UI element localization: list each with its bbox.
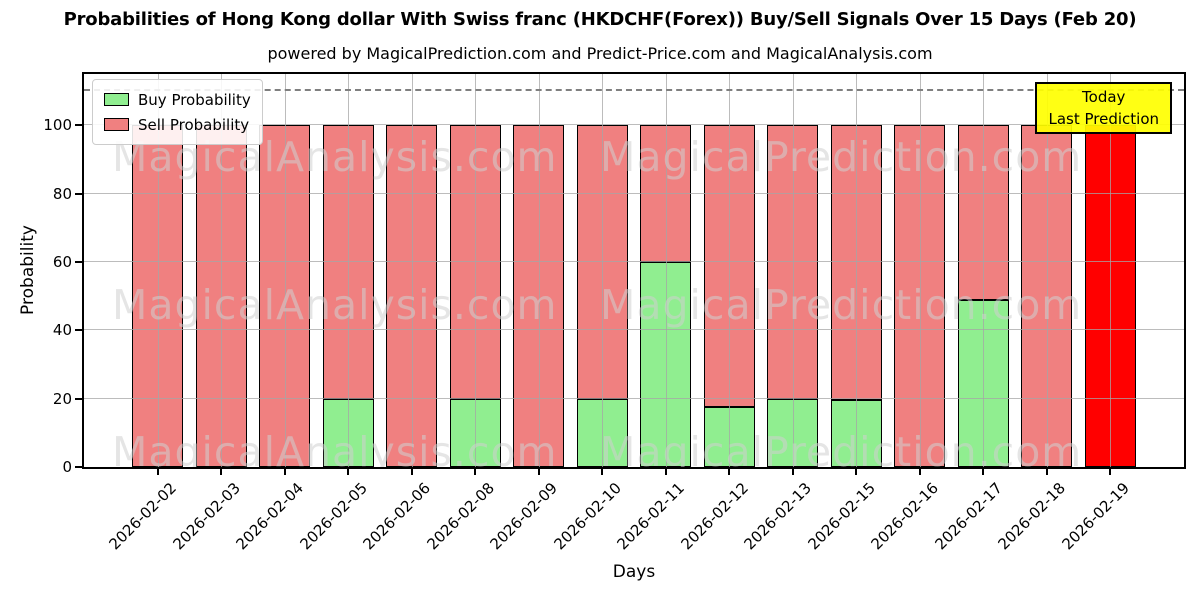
vgridline-2026-02-13 xyxy=(792,74,794,467)
vgridline-2026-02-05 xyxy=(348,74,349,467)
x-tick-label-2026-02-12: 2026-02-12 xyxy=(677,479,752,554)
x-axis-title: Days xyxy=(612,562,656,582)
watermark-prediction-1: MagicalPrediction.com xyxy=(600,281,1083,329)
x-tick-mark-2026-02-02 xyxy=(156,469,159,475)
legend-label-sell: Sell Probability xyxy=(138,115,250,134)
x-tick-mark-2026-02-04 xyxy=(283,469,286,475)
x-tick-label-2026-02-16: 2026-02-16 xyxy=(867,479,943,554)
watermark-prediction-2: MagicalPrediction.com xyxy=(600,428,1083,469)
y-axis-title: Probability xyxy=(18,225,38,315)
legend-item-buy: Buy Probability xyxy=(104,87,251,112)
grid-layer xyxy=(84,74,1184,467)
x-tick-label-2026-02-19: 2026-02-19 xyxy=(1058,479,1133,554)
x-tick-mark-2026-02-10 xyxy=(601,469,603,475)
x-tick-mark-2026-02-15 xyxy=(855,469,857,475)
vgridline-2026-02-12 xyxy=(729,74,730,467)
y-tick-label-60: 60 xyxy=(52,252,72,271)
buy-swatch-icon xyxy=(104,93,129,106)
y-tick-label-80: 80 xyxy=(52,184,72,203)
chart-title: Probabilities of Hong Kong dollar With S… xyxy=(63,9,1137,30)
vgridline-2026-02-16 xyxy=(919,74,921,467)
x-tick-mark-2026-02-03 xyxy=(220,469,222,475)
x-tick-mark-2026-02-06 xyxy=(410,469,413,475)
vgridline-2026-02-08 xyxy=(475,74,476,467)
vgridline-2026-02-09 xyxy=(538,74,540,467)
vgridline-2026-02-15 xyxy=(856,74,857,467)
y-tick-mark-80 xyxy=(75,192,82,195)
today-annotation-line1: Today xyxy=(1082,88,1126,106)
hgridline-80 xyxy=(84,192,1184,194)
x-tick-label-2026-02-11: 2026-02-11 xyxy=(613,479,689,554)
vgridline-2026-02-17 xyxy=(983,74,984,467)
y-tick-mark-0 xyxy=(75,466,82,468)
x-tick-mark-2026-02-17 xyxy=(982,469,984,475)
x-tick-mark-2026-02-16 xyxy=(918,469,921,475)
y-tick-mark-100 xyxy=(75,124,82,127)
vgridline-2026-02-03 xyxy=(221,74,222,467)
x-tick-label-2026-02-03: 2026-02-03 xyxy=(169,479,244,554)
x-tick-mark-2026-02-12 xyxy=(728,469,730,475)
x-tick-label-2026-02-10: 2026-02-10 xyxy=(550,479,625,554)
y-tick-mark-40 xyxy=(75,329,82,332)
legend-label-buy: Buy Probability xyxy=(138,90,251,109)
watermark-prediction-0: MagicalPrediction.com xyxy=(600,133,1083,181)
x-tick-mark-2026-02-11 xyxy=(664,469,667,475)
hgridline-40 xyxy=(84,329,1184,331)
x-tick-label-2026-02-17: 2026-02-17 xyxy=(931,479,1006,554)
vgridline-2026-02-18 xyxy=(1046,74,1048,467)
today-annotation: Today Last Prediction xyxy=(1035,82,1172,134)
y-tick-label-40: 40 xyxy=(52,321,72,340)
x-tick-label-2026-02-02: 2026-02-02 xyxy=(105,479,181,554)
plot-area: MagicalAnalysis.com MagicalPrediction.com… xyxy=(82,72,1186,469)
x-tick-mark-2026-02-05 xyxy=(347,469,349,475)
x-tick-label-2026-02-04: 2026-02-04 xyxy=(232,479,308,554)
y-tick-mark-20 xyxy=(75,397,82,400)
x-tick-label-2026-02-09: 2026-02-09 xyxy=(486,479,562,554)
today-annotation-line2: Last Prediction xyxy=(1048,110,1159,128)
x-tick-mark-2026-02-19 xyxy=(1109,469,1111,475)
watermark-analysis-1: MagicalAnalysis.com xyxy=(112,281,558,329)
x-tick-label-2026-02-15: 2026-02-15 xyxy=(804,479,879,554)
hgridline-100 xyxy=(84,124,1184,126)
x-tick-mark-2026-02-18 xyxy=(1045,469,1048,475)
x-tick-mark-2026-02-13 xyxy=(791,469,794,475)
x-tick-label-2026-02-13: 2026-02-13 xyxy=(740,479,816,554)
watermark-analysis-2: MagicalAnalysis.com xyxy=(112,428,558,469)
legend-item-sell: Sell Probability xyxy=(104,112,251,137)
x-tick-mark-2026-02-09 xyxy=(537,469,540,475)
sell-swatch-icon xyxy=(104,118,129,131)
vgridline-2026-02-19 xyxy=(1110,74,1111,467)
vgridline-2026-02-02 xyxy=(157,74,159,467)
x-tick-mark-2026-02-08 xyxy=(474,469,476,475)
x-tick-label-2026-02-18: 2026-02-18 xyxy=(994,479,1070,554)
y-tick-label-20: 20 xyxy=(52,389,72,408)
x-tick-label-2026-02-06: 2026-02-06 xyxy=(359,479,435,554)
y-tick-label-0: 0 xyxy=(62,458,72,476)
vgridline-2026-02-06 xyxy=(411,74,413,467)
vgridline-2026-02-10 xyxy=(602,74,603,467)
y-tick-label-100: 100 xyxy=(43,116,72,135)
hgridline-60 xyxy=(84,260,1184,262)
chart-subtitle: powered by MagicalPrediction.com and Pre… xyxy=(267,44,933,63)
hgridline-20 xyxy=(84,397,1184,399)
x-tick-label-2026-02-08: 2026-02-08 xyxy=(423,479,498,554)
vgridline-2026-02-11 xyxy=(665,74,667,467)
legend: Buy Probability Sell Probability xyxy=(92,79,263,145)
dashed-upper-gridline xyxy=(84,89,1184,92)
x-tick-label-2026-02-05: 2026-02-05 xyxy=(296,479,371,554)
vgridline-2026-02-04 xyxy=(284,74,286,467)
y-tick-mark-60 xyxy=(75,260,82,263)
